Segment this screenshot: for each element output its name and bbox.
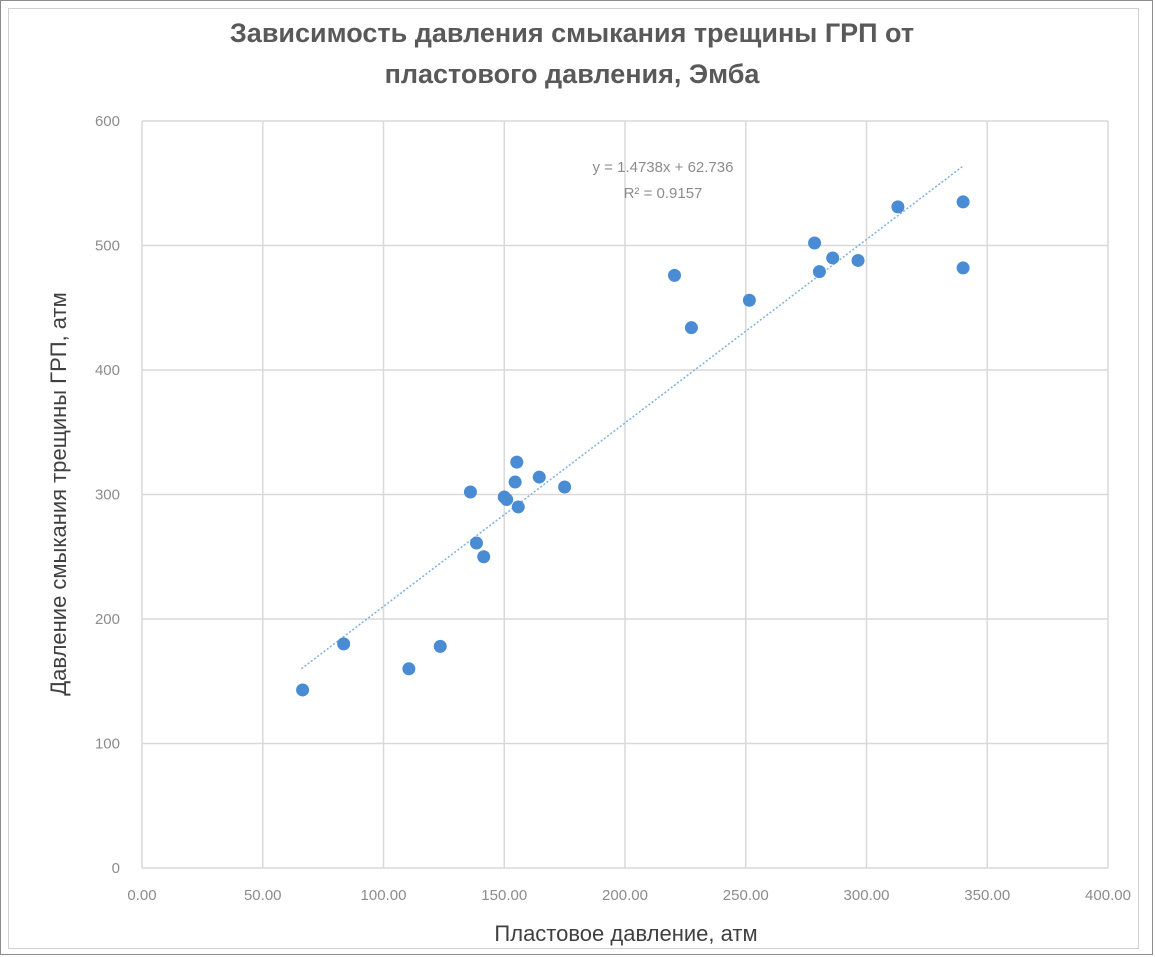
- data-point: [510, 455, 524, 469]
- trendline-equation-label: y = 1.4738x + 62.736: [593, 159, 734, 176]
- data-point: [812, 265, 826, 279]
- y-tick-label: 300: [95, 487, 120, 504]
- y-tick-label: 0: [112, 860, 120, 877]
- x-tick-label: 350.00: [964, 887, 1010, 904]
- data-point: [433, 639, 447, 653]
- x-axis-title: Пластовое давление, атм: [494, 921, 757, 946]
- data-point: [956, 195, 970, 209]
- x-tick-label: 0.00: [127, 887, 156, 904]
- data-point: [684, 321, 698, 335]
- data-point: [463, 485, 477, 499]
- x-tick-label: 200.00: [602, 887, 648, 904]
- data-point: [742, 293, 756, 307]
- x-tick-label: 300.00: [844, 887, 890, 904]
- data-point: [532, 470, 546, 484]
- data-point: [500, 492, 514, 506]
- x-tick-label: 400.00: [1085, 887, 1131, 904]
- x-tick-label: 250.00: [723, 887, 769, 904]
- y-tick-label: 200: [95, 611, 120, 628]
- y-tick-label: 600: [95, 113, 120, 130]
- gridlines: [141, 120, 1109, 869]
- data-point: [402, 662, 416, 676]
- y-tick-label: 100: [95, 736, 120, 753]
- x-tick-label: 50.00: [244, 887, 282, 904]
- chart-title-line-1: Зависимость давления смыкания трещины ГР…: [230, 18, 914, 48]
- y-tick-labels: 0 100 200 300 400 500 600: [95, 113, 120, 877]
- data-point: [891, 200, 905, 214]
- data-point: [956, 261, 970, 275]
- data-point: [808, 236, 822, 250]
- y-tick-label: 500: [95, 238, 120, 255]
- data-point: [337, 637, 351, 651]
- x-tick-label: 150.00: [481, 887, 527, 904]
- data-point: [469, 536, 483, 550]
- x-tick-label: 100.00: [361, 887, 407, 904]
- data-point: [851, 253, 865, 267]
- data-point: [477, 550, 491, 564]
- data-points: [296, 195, 970, 697]
- x-tick-labels: 0.00 50.00 100.00 150.00 200.00 250.00 300.00 3…: [127, 887, 1131, 904]
- chart-area-border: [8, 8, 1139, 949]
- data-point: [668, 268, 682, 282]
- y-tick-label: 400: [95, 362, 120, 379]
- trendline-r2-label: R² = 0.9157: [624, 185, 703, 202]
- data-point: [511, 500, 525, 514]
- trendline: [300, 165, 964, 670]
- data-point: [508, 475, 522, 489]
- trendline-group: [300, 165, 964, 670]
- data-point: [296, 683, 310, 697]
- chart-title-line-2: пластового давления, Эмба: [385, 59, 761, 89]
- data-point: [826, 251, 840, 265]
- y-axis-title: Давление смыкания трещины ГРП, атм: [46, 292, 71, 696]
- data-point: [558, 480, 572, 494]
